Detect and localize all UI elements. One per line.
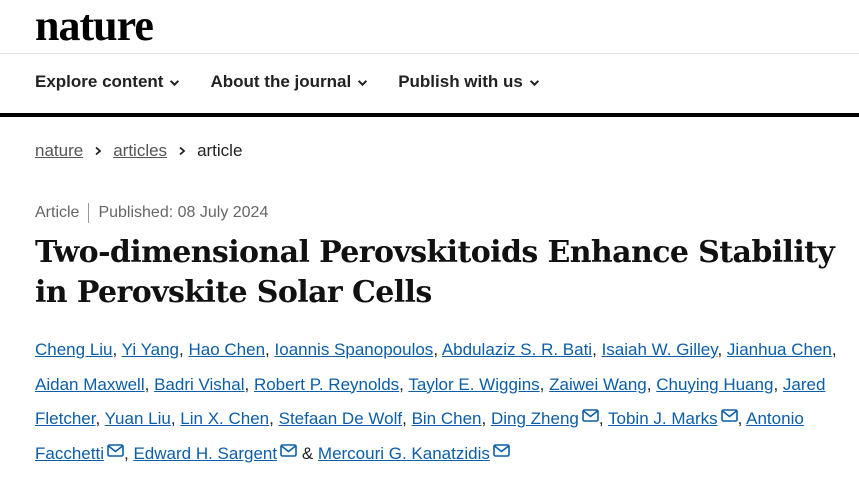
separator: ,	[646, 374, 652, 394]
divider	[0, 53, 859, 54]
breadcrumb[interactable]: articles	[113, 141, 168, 160]
separator: ,	[831, 340, 837, 359]
separator: ,	[539, 374, 545, 394]
separator: ,	[773, 374, 779, 394]
chevron-icon	[179, 146, 186, 156]
author-link[interactable]: Edward H. Sargent	[133, 443, 278, 463]
separator: ,	[95, 409, 101, 428]
breadcrumb[interactable]: nature	[35, 141, 84, 160]
mail-icon[interactable]	[107, 443, 124, 457]
separator: ,	[244, 374, 250, 394]
author-link[interactable]: Mercouri G. Kanatzidis	[317, 443, 490, 463]
nav-item[interactable]: About the journal	[210, 72, 368, 92]
separator: ,	[737, 409, 743, 428]
divider	[0, 113, 859, 117]
separator: ,	[112, 340, 118, 359]
chevron-icon	[358, 79, 368, 86]
nav-label[interactable]: Publish with us	[398, 72, 523, 91]
separator: ,	[433, 340, 439, 359]
mail-icon[interactable]	[582, 409, 599, 422]
author-link[interactable]: Bin Chen	[411, 409, 482, 428]
nav-label[interactable]: About the journal	[210, 72, 352, 91]
separator: ,	[592, 340, 597, 359]
author-link[interactable]: Zaiwei Wang	[549, 374, 647, 394]
nav-item[interactable]: Publish with us	[398, 72, 540, 92]
author-link[interactable]: Abdulaziz S. R. Bati	[441, 340, 593, 359]
separator: ,	[598, 409, 604, 428]
author-link[interactable]: Yuan Liu	[104, 409, 171, 428]
author-link[interactable]: Ding Zheng	[490, 409, 579, 428]
separator: ,	[717, 340, 723, 359]
author-link[interactable]: Robert P. Reynolds	[253, 374, 400, 394]
author-link[interactable]: Jared Fletcher	[35, 374, 826, 429]
author-link[interactable]: Ioannis Spanopoulos	[274, 340, 434, 359]
chevron-icon	[95, 146, 102, 156]
separator	[88, 203, 90, 223]
nav: Explore content About the journal Publish …	[35, 72, 540, 92]
separator: ,	[170, 409, 176, 428]
author-link[interactable]: Jianhua Chen	[726, 340, 832, 359]
mail-icon[interactable]	[720, 409, 738, 422]
published-date: Published: 08 July 2024	[98, 204, 269, 221]
chevron-icon	[529, 79, 539, 86]
separator: ,	[265, 340, 270, 359]
logo[interactable]: nature	[35, 1, 154, 50]
author-link[interactable]: Badri Vishal	[154, 374, 245, 394]
nav-item[interactable]: Explore content	[35, 72, 180, 92]
separator: ,	[144, 374, 150, 394]
separator: ,	[402, 409, 407, 428]
author-link[interactable]: Hao Chen	[188, 340, 266, 359]
author-link[interactable]: Stefaan De Wolf	[278, 409, 403, 428]
separator: ,	[269, 409, 274, 428]
chevron-icon	[170, 79, 180, 86]
author-link[interactable]: Chuying Huang	[656, 374, 774, 394]
separator: ,	[399, 374, 404, 394]
separator: ,	[179, 340, 184, 359]
author-link[interactable]: Isaiah W. Gilley	[601, 340, 718, 359]
mail-icon[interactable]	[280, 443, 297, 457]
separator: ,	[481, 409, 487, 428]
separator: ,	[123, 443, 129, 463]
breadcrumbs: nature articles article	[35, 141, 242, 161]
separator: &	[301, 443, 314, 463]
nav-label[interactable]: Explore content	[35, 72, 164, 91]
author-list: Cheng Liu, Yi Yang, Hao Chen, Ioannis Sp…	[35, 333, 845, 471]
author-link[interactable]: Cheng Liu	[35, 340, 113, 359]
author-link[interactable]: Aidan Maxwell	[35, 374, 145, 394]
author-link[interactable]: Yi Yang	[121, 340, 180, 359]
article-type: Article	[35, 204, 80, 221]
article-meta: Article Published: 08 July 2024	[35, 203, 268, 223]
author-link[interactable]: Taylor E. Wiggins	[408, 374, 540, 394]
article-title: Two-dimensional Perovskitoids Enhance St…	[35, 235, 835, 310]
author-link[interactable]: Lin X. Chen	[180, 409, 270, 428]
author-link[interactable]: Tobin J. Marks	[608, 409, 718, 428]
author-link[interactable]: Antonio Facchetti	[35, 409, 804, 463]
mail-icon[interactable]	[493, 443, 510, 457]
breadcrumb: article	[197, 141, 243, 160]
